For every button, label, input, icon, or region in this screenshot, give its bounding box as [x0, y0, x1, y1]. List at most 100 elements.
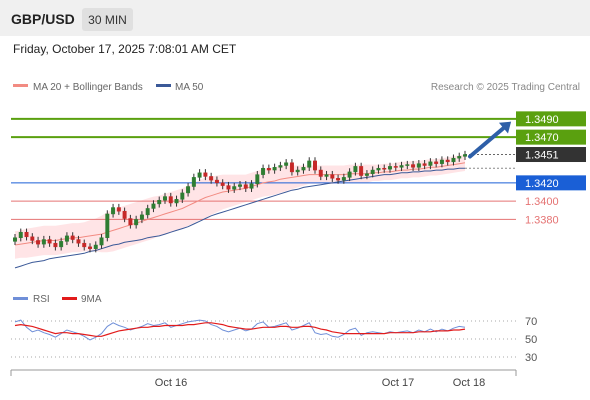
candle-body — [24, 231, 29, 238]
rsi-panel: 70 50 30 — [11, 316, 537, 364]
candle-body — [463, 154, 467, 157]
candle — [301, 163, 306, 174]
candle-body — [151, 203, 156, 209]
candle — [128, 214, 133, 229]
candle-body — [295, 169, 300, 173]
candle — [163, 192, 167, 204]
candle-body — [53, 242, 58, 248]
candle — [180, 189, 185, 203]
rsi-level-label: 30 — [525, 352, 537, 364]
last-price-tag-label: 1.3451 — [525, 150, 559, 162]
candle — [111, 203, 116, 218]
candle-body — [266, 167, 271, 171]
candle — [220, 179, 225, 190]
candle — [399, 161, 404, 171]
rsi-ma-line — [14, 322, 466, 337]
time-tick-layer: Oct 16 Oct 17 Oct 18 — [155, 377, 485, 389]
candle — [53, 239, 58, 251]
candle-body — [278, 165, 283, 168]
target-level-tag — [516, 111, 586, 127]
candle-body — [301, 167, 306, 171]
candle — [434, 158, 439, 168]
ma50-legend-swatch — [156, 84, 171, 87]
candle-body — [93, 244, 98, 249]
forecast-arrow-head — [498, 121, 512, 134]
candle — [359, 162, 364, 180]
candle-body — [451, 157, 456, 163]
candle — [243, 181, 248, 192]
candle-body — [399, 165, 404, 168]
candle — [214, 176, 219, 187]
time-tick-label: Oct 18 — [453, 377, 485, 389]
pivot-level-tag — [516, 175, 586, 191]
candle — [93, 241, 98, 253]
candle-body — [324, 174, 329, 177]
rsi-ma-legend-label: 9MA — [81, 294, 102, 305]
candle — [370, 166, 375, 178]
candle — [82, 239, 87, 251]
candle — [428, 158, 433, 170]
candle — [313, 157, 317, 174]
candle — [105, 210, 110, 242]
candle — [88, 243, 92, 253]
candle — [330, 170, 335, 182]
candle-body — [18, 231, 23, 238]
candle-body — [116, 207, 121, 212]
candle — [307, 157, 312, 171]
candle-body — [336, 178, 341, 181]
candle-body — [434, 161, 439, 164]
candle — [249, 180, 254, 192]
candle-body — [411, 164, 416, 168]
candle — [347, 168, 352, 182]
candle — [416, 160, 421, 171]
candle-body — [226, 185, 231, 190]
candle — [59, 237, 64, 251]
candle-body — [364, 173, 369, 176]
candle-body — [191, 177, 196, 187]
candle-body — [122, 210, 127, 219]
candle — [266, 164, 271, 174]
forecast-arrow-layer — [468, 121, 512, 159]
price-label-layer: 1.3490 1.3470 1.3451 1.3420 1.3400 1.3380 — [516, 111, 586, 226]
candle-body — [370, 169, 375, 174]
candle — [64, 232, 69, 246]
target-level-label: 1.3490 — [525, 114, 559, 126]
timeframe-badge[interactable] — [82, 8, 133, 31]
candle-body — [220, 182, 225, 186]
candle-body — [59, 241, 64, 248]
candle — [168, 192, 173, 207]
candle — [232, 182, 237, 193]
candle-body — [186, 186, 191, 194]
candle-body — [318, 169, 323, 177]
time-tick-label: Oct 16 — [155, 377, 187, 389]
candle-body — [238, 184, 242, 187]
candle-body — [255, 174, 260, 185]
candle — [341, 173, 346, 184]
timeframe-label: 30 MIN — [88, 13, 127, 27]
candle-body — [47, 239, 52, 244]
candle — [278, 161, 283, 171]
candle — [457, 152, 462, 162]
candle-body — [359, 166, 364, 176]
candle-body — [139, 214, 144, 220]
candle-body — [341, 177, 346, 181]
candle-body — [214, 179, 219, 184]
support-level-label: 1.3400 — [525, 196, 559, 208]
ma20-legend-swatch — [13, 84, 28, 87]
candle-body — [376, 167, 381, 171]
candle — [261, 164, 266, 179]
candle — [255, 170, 260, 188]
rsi-level-label: 50 — [525, 334, 537, 346]
candlestick-layer — [13, 150, 467, 253]
candle-body — [111, 207, 116, 215]
candle-body — [284, 162, 289, 166]
candle-body — [168, 196, 173, 204]
candle-body — [330, 174, 335, 179]
candle — [382, 164, 387, 173]
pivot-level-label: 1.3420 — [525, 178, 559, 190]
candle — [272, 163, 277, 174]
candle — [47, 235, 52, 247]
candle — [157, 196, 162, 208]
